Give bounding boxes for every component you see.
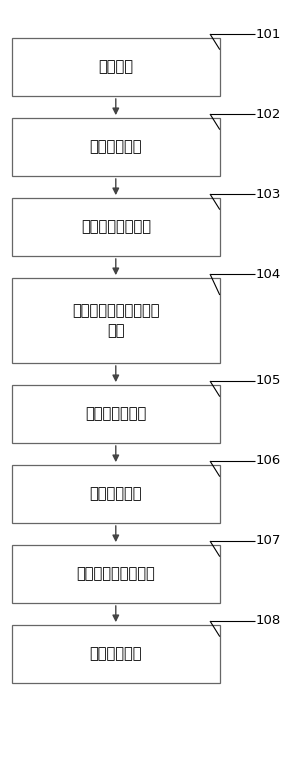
Text: 102: 102 bbox=[256, 107, 281, 120]
Bar bbox=[12, 118, 220, 176]
Text: 104: 104 bbox=[256, 267, 281, 280]
Text: 108: 108 bbox=[256, 614, 281, 627]
Text: 105: 105 bbox=[256, 375, 281, 388]
Text: 判断岩石单元是否发生
破裂: 判断岩石单元是否发生 破裂 bbox=[72, 303, 160, 338]
Text: 建立模型: 建立模型 bbox=[98, 60, 133, 74]
Text: 103: 103 bbox=[256, 188, 281, 201]
Bar bbox=[12, 198, 220, 256]
Bar bbox=[12, 385, 220, 443]
Bar bbox=[12, 625, 220, 683]
Text: 106: 106 bbox=[256, 454, 281, 467]
Text: 107: 107 bbox=[256, 535, 281, 548]
Bar bbox=[12, 38, 220, 96]
Text: 进行模型模拟: 进行模型模拟 bbox=[90, 139, 142, 155]
Bar bbox=[12, 545, 220, 603]
Text: 岩石单元应力计算: 岩石单元应力计算 bbox=[81, 220, 151, 234]
Bar bbox=[12, 465, 220, 523]
Text: 完成所有时刻的模拟: 完成所有时刻的模拟 bbox=[76, 567, 155, 581]
Text: 计算震源震级: 计算震源震级 bbox=[90, 486, 142, 502]
Text: 输出模拟结果: 输出模拟结果 bbox=[90, 647, 142, 662]
Text: 确定孔隙度参数: 确定孔隙度参数 bbox=[85, 407, 146, 421]
Text: 101: 101 bbox=[256, 28, 281, 41]
Bar bbox=[12, 278, 220, 363]
